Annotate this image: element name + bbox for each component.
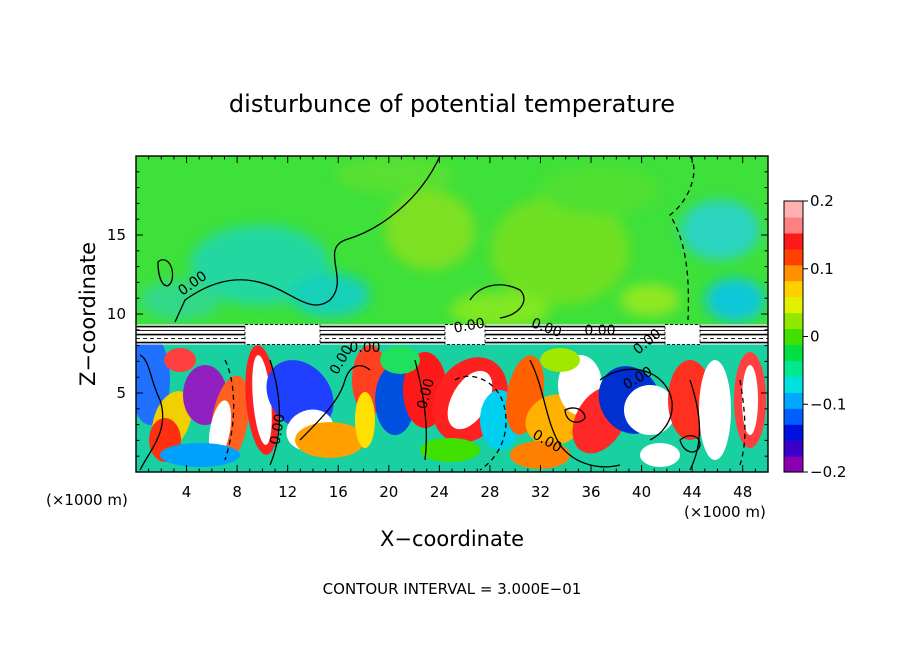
- x-tick-label: 16: [329, 483, 348, 501]
- upper-patch: [680, 200, 760, 260]
- contour-lines: [139, 156, 746, 471]
- contour-label: 0.00: [584, 323, 615, 339]
- y-axis-label: Z−coordinate: [76, 242, 100, 386]
- interface-knot: [444, 324, 486, 345]
- x-tick-label: 48: [733, 483, 752, 501]
- x-tick-label: 12: [278, 483, 297, 501]
- y-tick-label: 10: [107, 305, 126, 323]
- colorbar-tick-label: 0.2: [810, 192, 834, 210]
- colorbar-swatch: [784, 392, 803, 409]
- contour-line: [469, 284, 525, 319]
- colorbar-swatch: [784, 312, 803, 330]
- upper-patch: [450, 292, 550, 328]
- turbulence-blob: [355, 392, 375, 448]
- colorbar-swatch: [784, 328, 803, 346]
- colorbar-swatch: [784, 248, 803, 266]
- x-tick-label: 24: [430, 483, 449, 501]
- interface-band: [136, 324, 768, 345]
- contour-label: 0.00: [349, 340, 380, 356]
- colorbar-tick-label: −0.2: [810, 463, 846, 481]
- colorbar-swatch: [784, 424, 803, 441]
- turbulence-blob: [640, 443, 680, 467]
- x-axis-label: X−coordinate: [380, 527, 524, 551]
- turbulence-blob: [160, 443, 240, 467]
- contour-line: [739, 379, 746, 466]
- y-axis: 5 10 15: [107, 171, 768, 457]
- turbulence-blob: [742, 365, 758, 435]
- colorbar-tick-label: 0.1: [810, 260, 834, 278]
- colorbar-swatch: [784, 344, 803, 362]
- x-unit-label-right: (×1000 m): [684, 503, 766, 521]
- contour-line: [689, 379, 701, 471]
- turbulence-blob: [699, 360, 731, 460]
- contour-line: [157, 259, 174, 287]
- upper-patch: [705, 278, 765, 322]
- contour-line: [529, 359, 621, 468]
- colorbar-swatch: [784, 232, 803, 250]
- contour-line: [679, 435, 701, 453]
- x-tick-label: 44: [683, 483, 702, 501]
- x-tick-label: 28: [480, 483, 499, 501]
- colorbar-swatch: [784, 456, 803, 473]
- contour-line: [454, 375, 507, 471]
- turbulence-blob: [540, 348, 580, 372]
- x-tick-label: 40: [632, 483, 651, 501]
- turbulence-blob: [164, 348, 196, 372]
- interface-knot: [664, 324, 701, 345]
- contour-line: [414, 359, 428, 461]
- turbulence-blob: [380, 346, 420, 374]
- x-tick-label: 8: [232, 483, 242, 501]
- colorbar-tick-label: 0: [810, 328, 820, 346]
- upper-patch: [335, 157, 455, 193]
- colorbar-swatch: [784, 296, 803, 314]
- contour-label: 0.00: [267, 413, 288, 446]
- colorbar-swatch: [784, 280, 803, 298]
- upper-patch: [540, 165, 660, 215]
- interface-knot: [244, 324, 321, 345]
- turbulence-blob: [420, 438, 480, 462]
- x-tick-label: 36: [581, 483, 600, 501]
- colorbar-swatch: [784, 360, 803, 377]
- turbulence-blob: [252, 355, 272, 445]
- x-tick-label: 32: [531, 483, 550, 501]
- turbulence-blob: [624, 385, 676, 435]
- colorbar-ticks: 0.2 0.1 0 −0.1 −0.2: [803, 192, 846, 481]
- colorbar-swatch: [784, 201, 803, 218]
- x-unit-label: (×1000 m): [46, 491, 128, 509]
- contour-line: [599, 368, 673, 441]
- contour-interval-note: CONTOUR INTERVAL = 3.000E−01: [323, 580, 582, 598]
- upper-patch: [490, 195, 630, 305]
- contour-line: [669, 156, 695, 321]
- y-tick-label: 15: [107, 226, 126, 244]
- contour-line: [139, 354, 164, 471]
- y-tick-label: 5: [116, 384, 126, 402]
- colorbar-tick-label: −0.1: [810, 395, 846, 413]
- x-axis: 4 8 12 16 20 24 28 32 36 40 44 48: [148, 156, 756, 501]
- contour-label: 0.00: [453, 315, 486, 336]
- colorbar-swatch: [784, 216, 803, 234]
- upper-patch: [290, 273, 370, 317]
- upper-patch: [385, 190, 475, 270]
- colorbar: [784, 201, 803, 473]
- contour-label: 0.00: [414, 377, 438, 411]
- x-tick-label: 20: [379, 483, 398, 501]
- turbulence-blob: [295, 422, 365, 458]
- upper-patch: [620, 284, 680, 316]
- contour-line: [174, 156, 441, 323]
- contour-line: [564, 407, 586, 423]
- contour-line: [299, 365, 371, 441]
- contour-line: [269, 359, 281, 466]
- turbulence-blob: [510, 441, 570, 469]
- x-tick-label: 4: [182, 483, 192, 501]
- colorbar-swatch: [784, 440, 803, 457]
- colorbar-swatch: [784, 408, 803, 425]
- chart-title: disturbunce of potential temperature: [229, 90, 675, 118]
- colorbar-swatch: [784, 376, 803, 393]
- colorbar-swatch: [784, 264, 803, 282]
- plot-area: [136, 156, 768, 472]
